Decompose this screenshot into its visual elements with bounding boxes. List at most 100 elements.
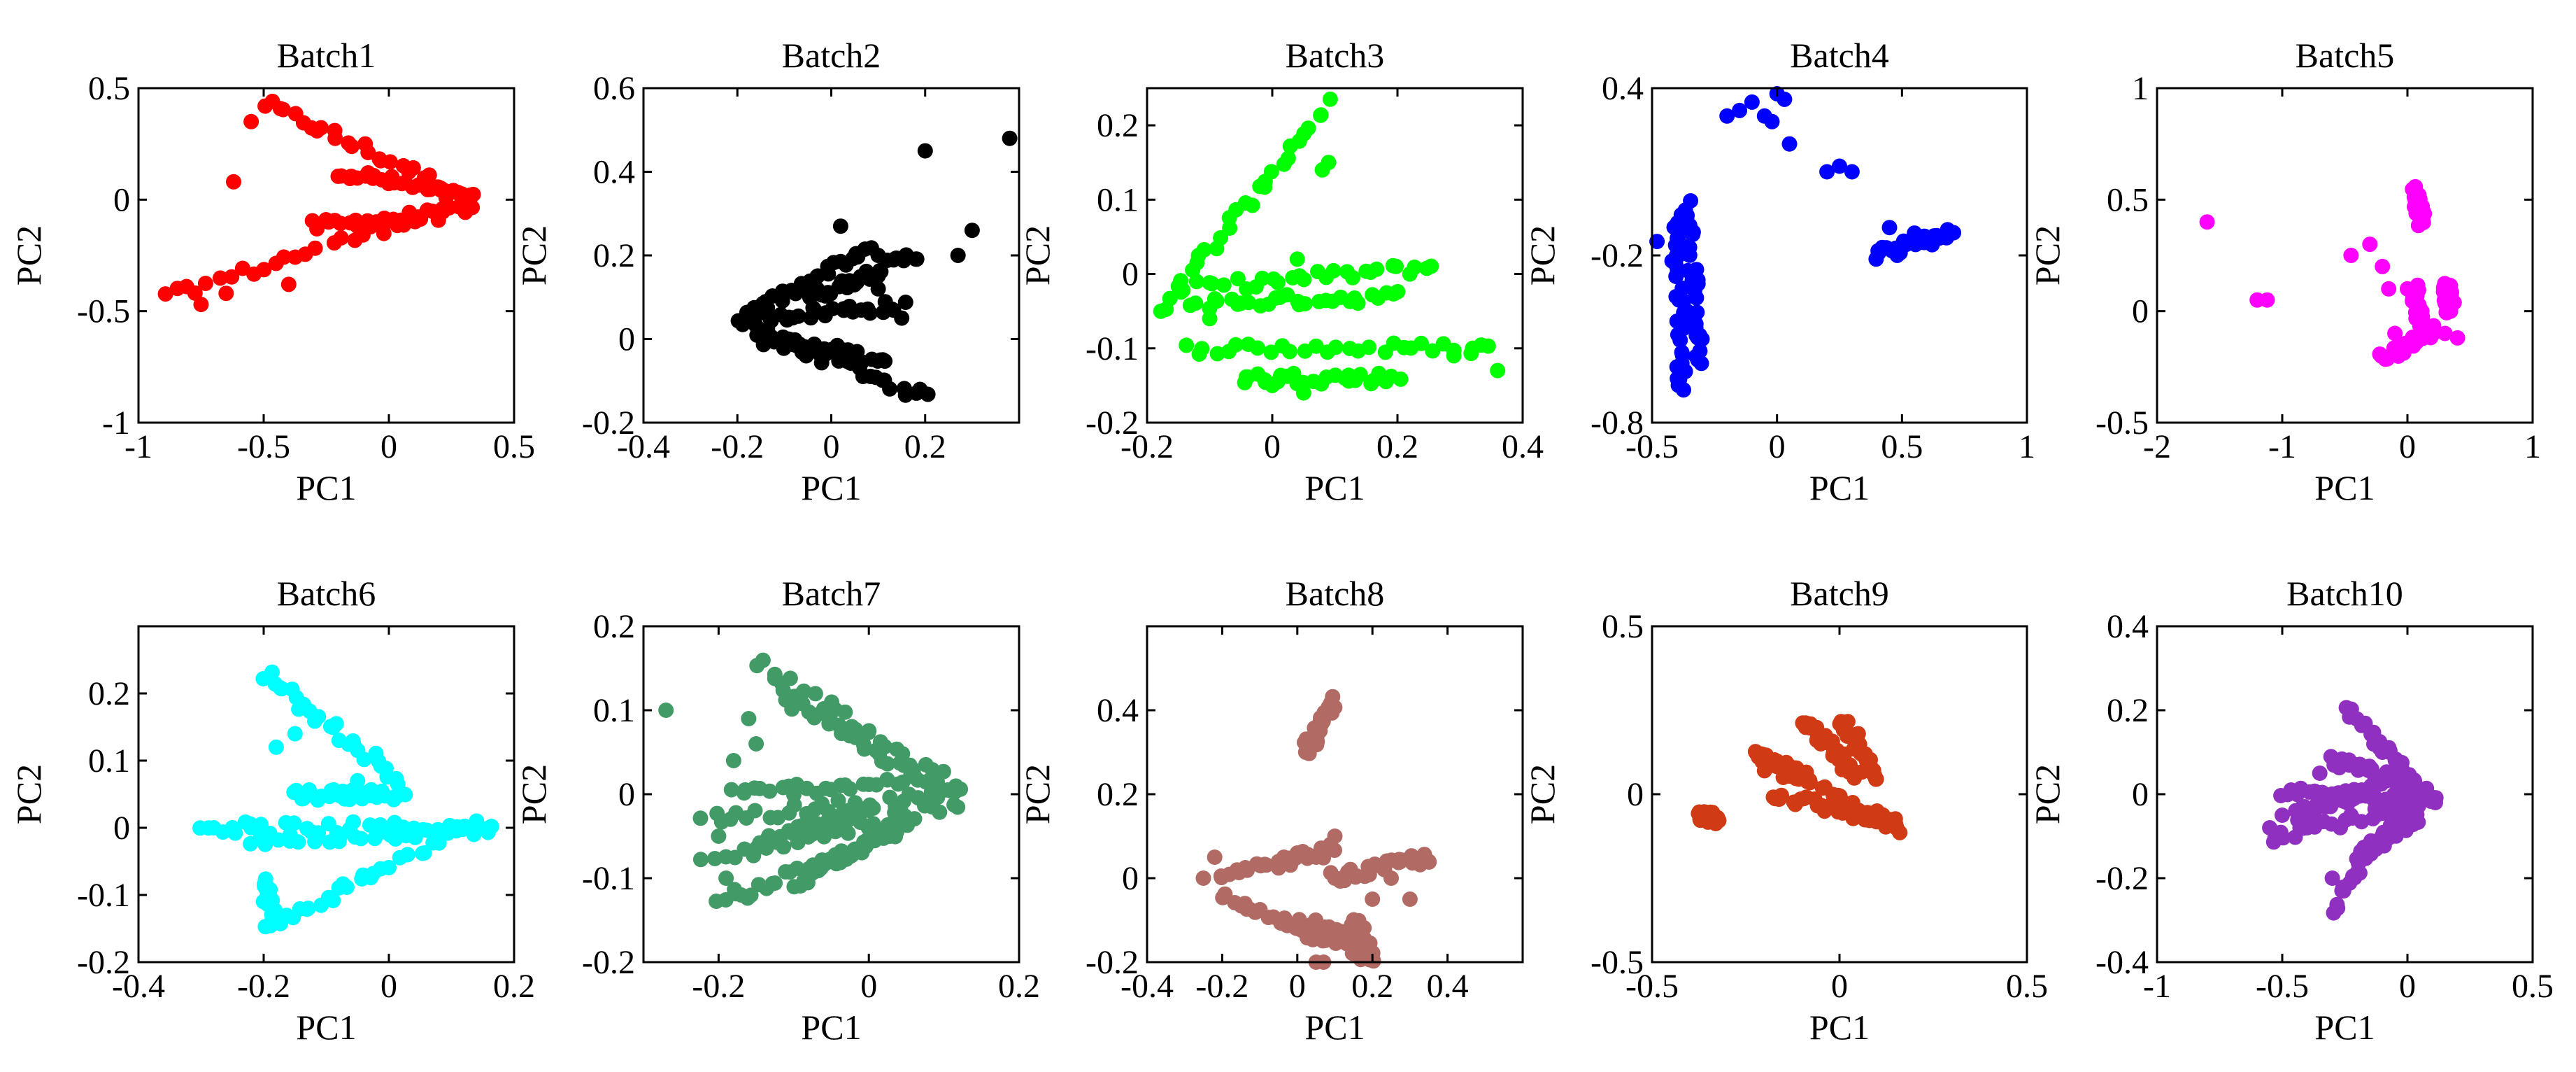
data-point — [2412, 210, 2428, 226]
y-tick-label: -0.2 — [1591, 237, 1644, 274]
x-axis-label: PC1 — [2314, 468, 2375, 507]
x-tick-label: 0.2 — [493, 968, 535, 1005]
data-point — [1685, 227, 1701, 242]
x-tick-label: -1 — [2143, 968, 2171, 1005]
data-point — [346, 814, 361, 830]
data-point — [243, 835, 258, 852]
data-point — [894, 310, 910, 326]
data-point — [1227, 337, 1244, 353]
data-point — [877, 353, 893, 369]
y-tick-label: 0.2 — [88, 675, 130, 712]
panel-batch3: -0.2 0 0.2 0.4 -0.2 -0.1 0 0.1 0.2 Batch3 PC1 PC2 — [1018, 36, 1544, 507]
data-point — [1383, 870, 1399, 886]
data-point — [2387, 325, 2403, 341]
x-tick-label: 0 — [1289, 968, 1306, 1005]
data-point — [862, 305, 878, 321]
data-point — [1002, 130, 1018, 146]
x-tick-label: -0.5 — [2256, 968, 2309, 1005]
chart-title: Batch4 — [1790, 36, 1889, 75]
data-point — [1196, 241, 1212, 258]
data-point — [860, 801, 876, 817]
x-tick-label: -0.2 — [237, 968, 290, 1005]
x-axis-label: PC1 — [801, 1008, 861, 1047]
y-tick-label: 0 — [2132, 776, 2149, 813]
y-tick-label: 0 — [113, 810, 130, 847]
data-point — [1328, 339, 1344, 355]
data-point — [1188, 295, 1204, 311]
data-point — [1390, 283, 1406, 299]
y-tick-label: -0.2 — [582, 944, 635, 981]
data-point — [374, 783, 390, 799]
panel-batch4: -0.5 0 0.5 1 -0.8 -0.2 0.4 Batch4 PC1 PC2 — [1523, 36, 2035, 507]
data-point — [1188, 274, 1204, 290]
data-point — [870, 248, 886, 263]
data-point — [270, 832, 286, 848]
scatter-points — [1649, 86, 1962, 398]
data-point — [1244, 197, 1260, 213]
x-axis-label: PC1 — [2314, 1008, 2375, 1047]
y-tick-label: 1 — [2132, 70, 2149, 107]
data-point — [755, 652, 771, 668]
x-tick-label: 0 — [1769, 428, 1786, 465]
data-point — [264, 664, 280, 680]
data-point — [1694, 331, 1710, 347]
chart-title: Batch10 — [2286, 574, 2403, 613]
y-tick-label: 0.5 — [1602, 608, 1644, 645]
data-point — [1881, 220, 1898, 236]
scatter-points — [658, 652, 969, 909]
data-point — [311, 709, 327, 725]
data-point — [1388, 258, 1404, 274]
y-tick-label: 0.4 — [1602, 70, 1644, 107]
data-point — [226, 174, 241, 190]
data-point — [1869, 803, 1885, 819]
x-tick-label: 0.5 — [2006, 968, 2048, 1005]
x-tick-label: 0.2 — [1376, 428, 1418, 465]
data-point — [157, 286, 173, 302]
x-tick-label: 0.2 — [998, 968, 1040, 1005]
data-point — [206, 820, 222, 835]
x-tick-label: -0.2 — [1120, 428, 1174, 465]
data-point — [1289, 845, 1305, 861]
data-point — [2449, 330, 2465, 346]
data-point — [1327, 842, 1342, 859]
x-axis-label: PC1 — [296, 468, 356, 507]
y-axis-label: PC2 — [514, 764, 553, 824]
data-point — [1308, 338, 1324, 354]
y-tick-label: -0.1 — [77, 877, 130, 914]
data-point — [1295, 385, 1311, 401]
data-point — [1241, 295, 1257, 311]
x-tick-label: 0 — [2399, 428, 2416, 465]
data-point — [187, 285, 203, 301]
data-point — [725, 753, 741, 768]
data-point — [1907, 225, 1923, 241]
y-axis-label: PC2 — [1523, 764, 1562, 824]
data-point — [1327, 870, 1343, 886]
data-point — [1764, 113, 1780, 129]
axes-frame — [137, 87, 515, 424]
data-point — [280, 276, 297, 292]
data-point — [333, 826, 349, 842]
data-point — [1490, 362, 1506, 379]
data-point — [870, 281, 886, 297]
scatter-points — [1691, 714, 1908, 840]
data-point — [837, 704, 853, 720]
data-point — [356, 752, 372, 768]
data-point — [897, 808, 913, 824]
data-point — [2375, 258, 2391, 274]
chart-title: Batch8 — [1286, 574, 1385, 613]
data-point — [381, 859, 397, 875]
y-tick-label: 0.2 — [593, 237, 635, 274]
data-point — [1676, 382, 1691, 398]
data-point — [325, 719, 341, 735]
data-point — [350, 773, 366, 789]
data-point — [692, 810, 709, 826]
data-point — [1209, 346, 1225, 362]
x-tick-label: -1 — [124, 428, 152, 465]
data-point — [865, 816, 881, 832]
x-tick-label: 0.4 — [1427, 968, 1469, 1005]
x-axis-label: PC1 — [1809, 468, 1870, 507]
data-point — [416, 845, 432, 861]
data-point — [932, 804, 948, 820]
data-point — [1668, 269, 1684, 284]
y-tick-label: 0.2 — [2107, 692, 2149, 729]
